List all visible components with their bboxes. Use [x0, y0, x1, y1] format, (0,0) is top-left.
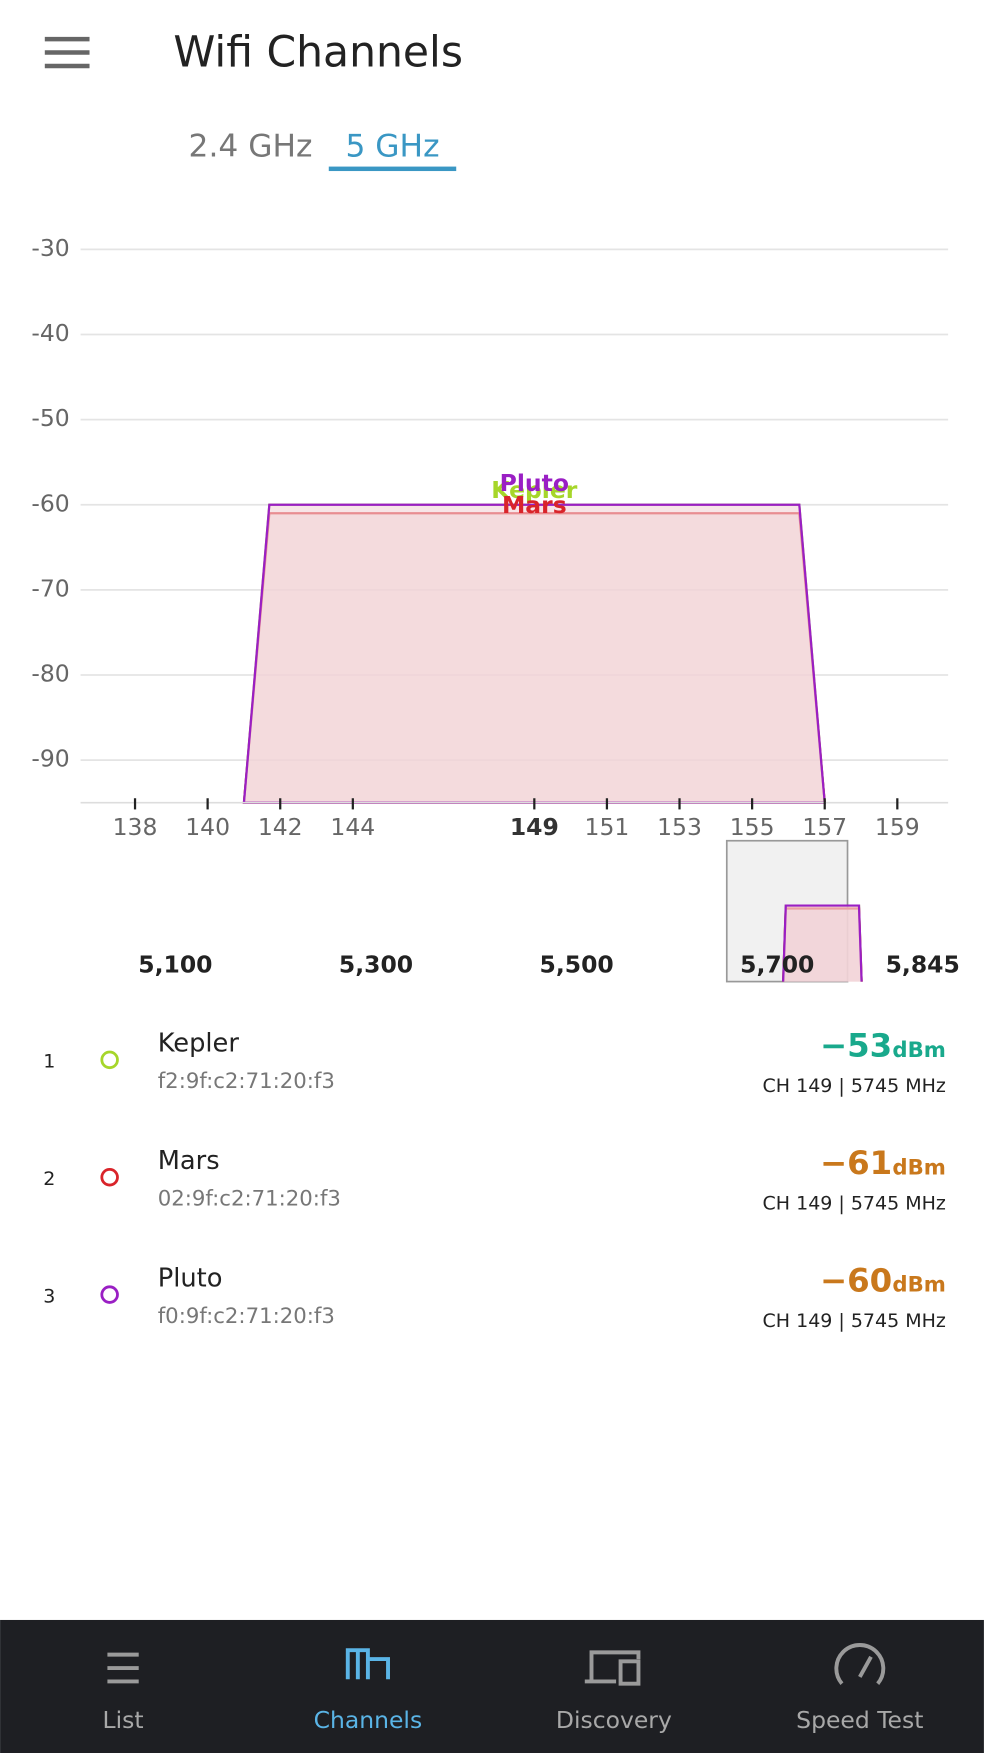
x-tick-label: 138 [113, 813, 158, 841]
y-tick-label: -90 [31, 745, 69, 773]
overview-tick-label: 5,845 [886, 950, 960, 978]
x-tick-label: 149 [510, 813, 559, 841]
nav-label[interactable]: Speed Test [796, 1706, 923, 1734]
channel-info: CH 149 | 5745 MHz [763, 1075, 946, 1097]
network-mac: f2:9f:c2:71:20:f3 [158, 1069, 335, 1094]
signal-value: −61 [820, 1144, 892, 1182]
signal-unit: dBm [892, 1273, 946, 1298]
network-dot [100, 1285, 119, 1304]
network-name[interactable]: Pluto [158, 1263, 223, 1293]
tab[interactable]: 2.4 GHz [189, 129, 313, 165]
bottom-nav [0, 1619, 984, 1753]
x-tick-label: 142 [258, 813, 303, 841]
nav-icon [618, 1659, 641, 1686]
x-tick-label: 157 [802, 813, 847, 841]
nav-item[interactable] [584, 1650, 641, 1686]
x-tick-label: 153 [657, 813, 702, 841]
y-tick-label: -30 [31, 234, 69, 262]
nav-icon [858, 1655, 873, 1678]
series-label: Mars [502, 491, 567, 519]
y-tick-label: -50 [31, 404, 69, 432]
row-index: 3 [43, 1285, 55, 1307]
nav-icon [834, 1643, 886, 1685]
app-title: Wifi Channels [173, 28, 463, 77]
channel-info: CH 149 | 5745 MHz [763, 1310, 946, 1332]
x-tick-label: 144 [330, 813, 375, 841]
network-name[interactable]: Mars [158, 1146, 220, 1176]
nav-item[interactable] [107, 1652, 139, 1684]
row-index: 2 [43, 1168, 55, 1190]
series-label: Kepler [491, 476, 577, 504]
nav-item[interactable] [345, 1648, 390, 1680]
channel-info: CH 149 | 5745 MHz [763, 1193, 946, 1215]
network-dot [100, 1168, 119, 1187]
y-tick-label: -60 [31, 489, 69, 517]
nav-label[interactable]: Channels [314, 1706, 423, 1734]
network-name[interactable]: Kepler [158, 1029, 240, 1059]
y-tick-label: -70 [31, 574, 69, 602]
overview-area [782, 904, 863, 982]
nav-label[interactable]: List [103, 1706, 144, 1734]
nav-item[interactable] [834, 1643, 886, 1685]
signal-unit: dBm [892, 1038, 946, 1063]
nav-icon [584, 1650, 641, 1684]
network-dot [100, 1050, 119, 1070]
overview-tick-label: 5,500 [539, 950, 613, 978]
series-label: Pluto [500, 469, 569, 497]
y-tick-label: -40 [31, 319, 69, 347]
overview-tick-label: 5,300 [339, 950, 413, 978]
nav-label[interactable]: Discovery [556, 1706, 672, 1734]
network-mac: 02:9f:c2:71:20:f3 [158, 1187, 341, 1212]
signal-value: −53 [820, 1027, 892, 1065]
x-tick-label: 155 [730, 813, 775, 841]
row-index: 1 [43, 1051, 55, 1073]
menu-button[interactable] [44, 36, 90, 69]
x-tick-label: 159 [875, 813, 920, 841]
signal-value: −60 [820, 1261, 892, 1299]
network-mac: f0:9f:c2:71:20:f3 [158, 1304, 335, 1329]
y-tick-label: -80 [31, 660, 69, 688]
overview-tick-label: 5,700 [740, 950, 814, 978]
x-tick-label: 151 [585, 813, 630, 841]
signal-unit: dBm [892, 1155, 946, 1180]
x-tick-label: 140 [185, 813, 230, 841]
tab-indicator [328, 166, 457, 172]
overview-tick-label: 5,100 [138, 950, 212, 978]
tab[interactable]: 5 GHz [345, 129, 439, 165]
nav-icon [345, 1648, 390, 1680]
signal-area [242, 503, 826, 804]
